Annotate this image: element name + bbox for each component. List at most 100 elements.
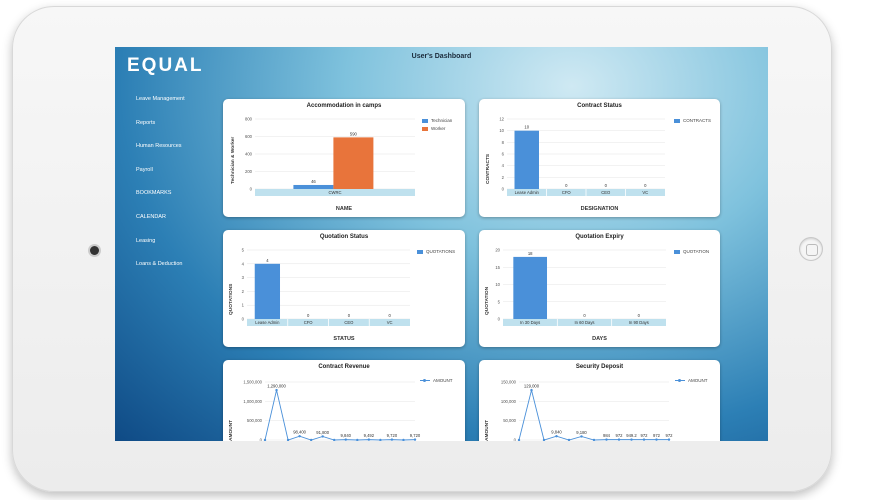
sidebar-item-loans-deduction[interactable]: Loans & Deduction <box>136 261 183 268</box>
legend-label: AMOUNT <box>688 378 708 383</box>
data-label: 972 <box>641 433 649 438</box>
legend-label: Technician <box>431 118 453 123</box>
legend-label: QUOTATION <box>683 249 710 254</box>
y-tick-label: 12 <box>499 117 504 122</box>
data-point <box>344 438 347 441</box>
sidebar-item-leave-management[interactable]: Leave Management <box>136 96 185 102</box>
chart-card-accommodation: Accommodation in camps NAME 0 200 400 600 80… <box>223 99 465 217</box>
sidebar: Leave Management Reports Human Resources… <box>136 95 226 284</box>
y-tick-label: 15 <box>495 265 500 270</box>
legend-label: Worker <box>431 126 446 131</box>
bar-value-label: 0 <box>638 313 641 318</box>
data-point <box>367 438 371 441</box>
sidebar-item-leasing[interactable]: Leasing <box>136 237 156 244</box>
y-tick-label: 20 <box>495 248 500 253</box>
bar-value-label: 10 <box>524 125 529 130</box>
sidebar-item-human-resources[interactable]: Human Resources <box>136 143 182 150</box>
y-tick-label: 500,000 <box>247 418 263 423</box>
sidebar-item-payroll[interactable]: Payroll <box>136 166 153 173</box>
bar <box>513 256 548 319</box>
bar <box>254 263 281 319</box>
y-tick-label: 50,000 <box>503 418 516 423</box>
legend-swatch <box>674 118 680 123</box>
y-tick-label: 600 <box>245 134 253 139</box>
chart-card-security-deposit: Security Deposit 0 50,000 100,000 150,000 12… <box>479 360 720 441</box>
data-label: 984 <box>603 433 611 438</box>
legend-swatch <box>674 249 680 254</box>
y-tick-label: 1 <box>242 303 245 308</box>
x-tick-label: CWRC <box>328 190 341 195</box>
sidebar-item-reports[interactable]: Reports <box>136 119 156 126</box>
data-label: 972 <box>666 433 674 438</box>
data-point <box>542 438 546 441</box>
data-label: 9,840 <box>551 430 562 435</box>
sidebar-item-calendar[interactable]: CALENDAR <box>136 213 166 220</box>
data-point <box>390 438 394 441</box>
legend-item[interactable]: CONTRACTS <box>674 118 711 123</box>
data-point <box>298 434 301 438</box>
x-tick-label: In 90 Days <box>629 320 649 325</box>
series-line <box>264 390 416 441</box>
x-tick-label: Lease Admin <box>515 190 540 195</box>
chart-card-contract-status: Contract Status DESIGNATION 0 2 4 6 8 10 12 Lea… <box>479 99 720 217</box>
chart-card-quotation-status: Quotation Status STATUS 0 1 2 3 4 5 Lease Admi… <box>223 230 465 347</box>
chart-svg: 0 200 400 600 800 CWRC 46 590 <box>245 117 415 196</box>
x-tick-label: CFO <box>304 320 314 325</box>
y-tick-label: 0 <box>514 438 517 442</box>
camera-icon <box>90 246 99 255</box>
sidebar-item-bookmarks[interactable]: BOOKMARKS <box>136 190 172 197</box>
category-band <box>503 319 666 326</box>
y-tick-label: 5 <box>242 248 245 253</box>
legend-swatch <box>417 249 423 254</box>
app-logo: EQUAL <box>127 55 204 76</box>
chart-card-quotation-expiry: Quotation Expiry DAYS 0 5 10 15 20 In 30 Days… <box>479 230 720 347</box>
bar-value-label: 0 <box>605 183 608 188</box>
data-point <box>617 438 621 441</box>
legend-item[interactable]: AMOUNT <box>420 378 453 383</box>
home-button-icon <box>806 244 818 256</box>
y-tick-label: 10 <box>495 282 500 287</box>
data-point <box>321 435 324 438</box>
data-point <box>655 438 658 441</box>
data-point <box>275 388 278 392</box>
legend-item[interactable]: QUOTATIONS <box>417 249 455 254</box>
y-tick-label: 0 <box>250 187 253 192</box>
data-point <box>379 438 382 441</box>
data-point <box>402 438 405 441</box>
chart-title: Quotation Expiry <box>575 234 624 240</box>
data-label: 1,290,000 <box>267 384 286 389</box>
chart-svg: 0 2 4 6 8 10 12 Lease Admin CFO CEO VC 10 0 0 0 <box>499 117 665 196</box>
x-tick-label: CFO <box>562 190 572 195</box>
y-tick-label: 10 <box>499 128 504 133</box>
home-button[interactable] <box>800 238 822 260</box>
y-axis-title: CONTRACTS <box>486 153 491 184</box>
x-tick-label: In 30 Days <box>520 320 540 325</box>
legend-swatch <box>422 118 428 123</box>
x-tick-label: VC <box>642 190 648 195</box>
legend-swatch <box>422 126 428 131</box>
category-band <box>255 189 415 196</box>
chart-svg: 0 5 10 15 20 In 30 Days In 60 Days In 90 Days 18… <box>495 248 666 326</box>
legend-item[interactable]: AMOUNT <box>675 378 708 383</box>
data-point <box>642 438 646 441</box>
x-axis-title: DAYS <box>592 336 607 342</box>
bar-value-label: 0 <box>348 313 351 318</box>
legend-item[interactable]: QUOTATION <box>674 249 709 254</box>
data-point <box>592 438 596 441</box>
y-tick-label: 1,000,000 <box>243 399 262 404</box>
bar-value-label: 4 <box>266 258 269 263</box>
legend-item[interactable]: Worker <box>422 126 452 131</box>
legend-item[interactable]: Technician <box>422 118 452 123</box>
chart-legend: QUOTATIONS <box>417 249 455 257</box>
x-tick-label: In 60 Days <box>574 320 594 325</box>
legend-label: QUOTATIONS <box>426 249 456 254</box>
data-label: 972 <box>653 433 661 438</box>
bar-value-label: 0 <box>644 183 647 188</box>
chart-title: Quotation Status <box>319 234 369 240</box>
y-tick-label: 0 <box>260 438 263 442</box>
data-point <box>309 438 313 441</box>
data-point <box>333 438 336 441</box>
chart-title: Accommodation in camps <box>306 103 382 109</box>
y-tick-label: 200 <box>245 169 253 174</box>
y-tick-label: 0 <box>502 187 505 192</box>
